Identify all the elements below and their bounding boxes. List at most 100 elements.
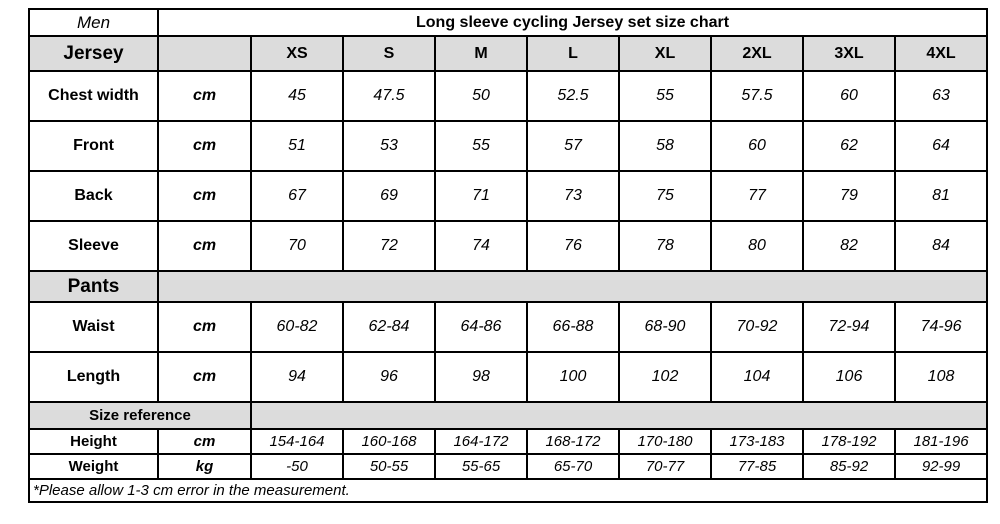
value-cell: 81 — [893, 170, 989, 222]
size-header-row: Jersey XS S M L XL 2XL 3XL 4XL — [28, 35, 989, 72]
value-cell: 58 — [618, 120, 712, 172]
value-cell: 160-168 — [342, 428, 436, 455]
value-cell: 92-99 — [893, 453, 989, 480]
value-cell: 154-164 — [250, 428, 344, 455]
value-cell: 70-77 — [618, 453, 712, 480]
value-cell: 70-92 — [710, 301, 804, 353]
value-cell: 51 — [250, 120, 344, 172]
row-label: Height — [28, 428, 159, 455]
value-cell: 64-86 — [434, 301, 528, 353]
value-cell: 63 — [893, 70, 989, 122]
value-cell: 57 — [526, 120, 620, 172]
unit-cell: cm — [157, 351, 252, 403]
value-cell: 102 — [618, 351, 712, 403]
unit-cell: cm — [157, 70, 252, 122]
value-cell: 64 — [893, 120, 989, 172]
value-cell: 77-85 — [710, 453, 804, 480]
size-header-3xl: 3XL — [802, 35, 896, 72]
value-cell: 69 — [342, 170, 436, 222]
value-cell: 53 — [342, 120, 436, 172]
row-height: Height cm 154-164 160-168 164-172 168-17… — [28, 428, 989, 455]
value-cell: 73 — [526, 170, 620, 222]
row-label: Chest width — [28, 70, 159, 122]
value-cell: 52.5 — [526, 70, 620, 122]
value-cell: 68-90 — [618, 301, 712, 353]
unit-cell: kg — [157, 453, 252, 480]
size-header-2xl: 2XL — [710, 35, 804, 72]
row-label: Weight — [28, 453, 159, 480]
value-cell: 50-55 — [342, 453, 436, 480]
unit-cell: cm — [157, 428, 252, 455]
value-cell: 47.5 — [342, 70, 436, 122]
value-cell: 98 — [434, 351, 528, 403]
value-cell: 77 — [710, 170, 804, 222]
gender-label: Men — [28, 8, 159, 37]
size-header-s: S — [342, 35, 436, 72]
size-reference-filler — [249, 401, 989, 430]
section-label-pants: Pants — [28, 270, 159, 303]
value-cell: 60 — [802, 70, 896, 122]
value-cell: 94 — [250, 351, 344, 403]
size-header-xs: XS — [250, 35, 344, 72]
value-cell: 57.5 — [710, 70, 804, 122]
value-cell: 65-70 — [526, 453, 620, 480]
footnote-text: *Please allow 1-3 cm error in the measur… — [27, 478, 989, 503]
value-cell: 55-65 — [434, 453, 528, 480]
value-cell: 84 — [893, 220, 989, 272]
value-cell: 62 — [802, 120, 896, 172]
value-cell: 100 — [526, 351, 620, 403]
value-cell: 181-196 — [893, 428, 989, 455]
value-cell: 50 — [434, 70, 528, 122]
value-cell: 164-172 — [434, 428, 528, 455]
row-label: Length — [28, 351, 159, 403]
value-cell: 78 — [618, 220, 712, 272]
value-cell: 82 — [802, 220, 896, 272]
value-cell: 62-84 — [342, 301, 436, 353]
value-cell: 55 — [434, 120, 528, 172]
section-label-jersey: Jersey — [28, 35, 159, 72]
value-cell: 106 — [802, 351, 896, 403]
value-cell: 108 — [893, 351, 989, 403]
value-cell: 67 — [250, 170, 344, 222]
value-cell: 45 — [250, 70, 344, 122]
row-label: Back — [28, 170, 159, 222]
size-reference-row: Size reference — [28, 401, 989, 430]
size-chart-page: Men Long sleeve cycling Jersey set size … — [27, 8, 989, 503]
value-cell: 75 — [618, 170, 712, 222]
value-cell: 66-88 — [526, 301, 620, 353]
size-header-4xl: 4XL — [893, 35, 989, 72]
value-cell: 74 — [434, 220, 528, 272]
value-cell: 104 — [710, 351, 804, 403]
value-cell: 170-180 — [618, 428, 712, 455]
size-chart-table: Men Long sleeve cycling Jersey set size … — [27, 8, 989, 503]
value-cell: 55 — [618, 70, 712, 122]
row-length: Length cm 94 96 98 100 102 104 106 108 — [28, 351, 989, 403]
title-row: Men Long sleeve cycling Jersey set size … — [28, 8, 989, 37]
value-cell: 60 — [710, 120, 804, 172]
value-cell: 96 — [342, 351, 436, 403]
size-header-m: M — [434, 35, 528, 72]
value-cell: 168-172 — [526, 428, 620, 455]
unit-cell: cm — [157, 120, 252, 172]
row-front: Front cm 51 53 55 57 58 60 62 64 — [28, 120, 989, 172]
value-cell: -50 — [250, 453, 344, 480]
row-label: Sleeve — [28, 220, 159, 272]
size-header-xl: XL — [618, 35, 712, 72]
value-cell: 70 — [250, 220, 344, 272]
footnote-row: *Please allow 1-3 cm error in the measur… — [27, 478, 989, 503]
row-chest-width: Chest width cm 45 47.5 50 52.5 55 57.5 6… — [28, 70, 989, 122]
row-waist: Waist cm 60-82 62-84 64-86 66-88 68-90 7… — [28, 301, 989, 353]
empty-header-cell — [157, 35, 252, 72]
row-label: Waist — [28, 301, 159, 353]
section-label-size-reference: Size reference — [28, 401, 252, 430]
value-cell: 173-183 — [710, 428, 804, 455]
value-cell: 76 — [526, 220, 620, 272]
value-cell: 71 — [434, 170, 528, 222]
row-weight: Weight kg -50 50-55 55-65 65-70 70-77 77… — [28, 453, 989, 480]
row-back: Back cm 67 69 71 73 75 77 79 81 — [28, 170, 989, 222]
row-sleeve: Sleeve cm 70 72 74 76 78 80 82 84 — [28, 220, 989, 272]
pants-section-filler — [156, 270, 989, 303]
pants-section-row: Pants — [28, 270, 989, 303]
unit-cell: cm — [157, 301, 252, 353]
value-cell: 74-96 — [893, 301, 989, 353]
